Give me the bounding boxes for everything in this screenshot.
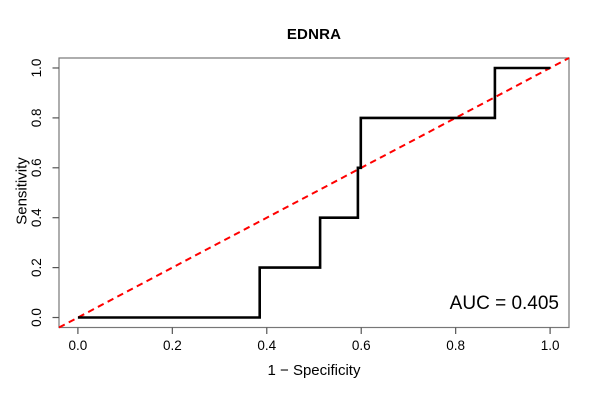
chart-title: EDNRA: [286, 26, 342, 43]
y-tick-label: 1.0: [29, 59, 44, 78]
auc-annotation: AUC = 0.405: [449, 293, 559, 314]
chance-diagonal: [58, 57, 570, 329]
y-tick-label: 0.4: [29, 208, 44, 227]
x-tick-label: 1.0: [541, 338, 560, 353]
x-axis-label: 1 − Specificity: [267, 362, 361, 379]
y-tick-label: 0.6: [29, 158, 44, 177]
plot-box: [58, 57, 570, 329]
y-tick-label: 0.0: [29, 308, 44, 327]
x-tick-label: 0.0: [68, 338, 87, 353]
x-tick-label: 0.2: [163, 338, 182, 353]
y-tick-label: 0.2: [29, 258, 44, 277]
y-tick-label: 0.8: [29, 108, 44, 127]
x-tick-label: 0.4: [257, 338, 276, 353]
roc-curve: [77, 66, 551, 319]
x-tick-label: 0.6: [352, 338, 371, 353]
y-axis-label: Sensitivity: [13, 157, 31, 225]
x-tick-label: 0.8: [446, 338, 465, 353]
